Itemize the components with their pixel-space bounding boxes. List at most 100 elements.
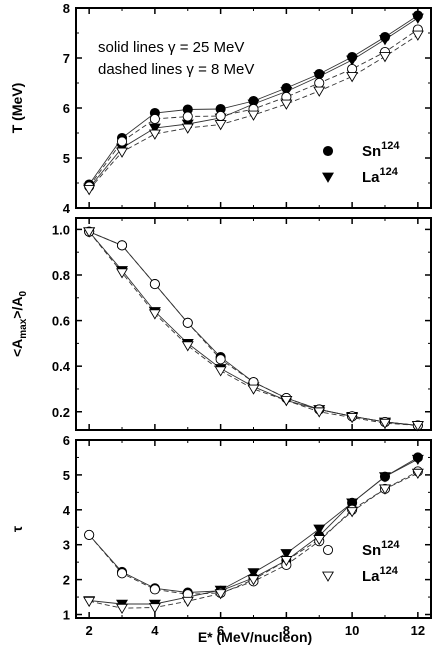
data-point (116, 136, 128, 147)
data-point (149, 584, 160, 595)
y-tick-label: 5 (63, 151, 70, 166)
data-point (148, 123, 161, 134)
x-tick-label: 8 (283, 623, 290, 638)
data-point (280, 396, 293, 407)
data-point (181, 596, 194, 608)
legend-name: La (362, 169, 380, 186)
annotation-text: dashed lines γ = 8 MeV (98, 61, 254, 78)
data-point (313, 524, 326, 535)
data-point (116, 603, 129, 615)
data-point (182, 111, 193, 122)
data-point (411, 454, 424, 466)
data-point (148, 603, 161, 614)
y-tick-label: 0.2 (52, 405, 70, 420)
x-tick-label: 2 (86, 623, 93, 638)
data-point (346, 507, 359, 518)
data-point (148, 129, 161, 140)
data-point (378, 35, 391, 46)
legend-superscript: 124 (380, 166, 399, 178)
x-tick-label: 6 (217, 623, 224, 638)
data-point (313, 407, 326, 418)
legend-label: Sn124 (362, 140, 400, 160)
data-point (214, 120, 227, 131)
data-point (411, 13, 424, 24)
y-tick-label: 4 (63, 201, 71, 216)
data-point (149, 113, 160, 125)
data-point (181, 341, 194, 352)
y-tick-label: 1 (63, 608, 70, 623)
x-axis-label: E* (MeV/nucleon) (198, 629, 312, 645)
y-tick-label: 0.8 (52, 268, 70, 283)
data-point (346, 55, 359, 66)
y-tick-label: 7 (63, 51, 70, 66)
annotation-text: solid lines γ = 25 MeV (98, 39, 244, 56)
x-tick-label: 4 (151, 623, 159, 638)
y-tick-label: 4 (63, 503, 71, 518)
panel-temperature: 4 5 6 7 8 T (MeV) solid lines γ = 25 MeV dashed… (9, 1, 432, 216)
series-line (88, 231, 418, 426)
y-tick-label: 3 (63, 538, 70, 553)
data-point (378, 484, 391, 495)
data-point (116, 240, 128, 251)
y-tick-label: 2 (63, 573, 70, 588)
legend-marker (322, 571, 334, 582)
data-point (247, 575, 260, 586)
data-point (214, 589, 227, 600)
data-point (378, 472, 391, 483)
data-point (247, 568, 260, 579)
data-point (83, 596, 96, 608)
data-point (411, 468, 424, 479)
y-tick-label: 1.0 (52, 222, 70, 237)
data-point (116, 147, 129, 158)
data-point (313, 72, 326, 83)
plot-frame (75, 439, 432, 619)
data-point (313, 86, 326, 97)
legend-name: Sn (362, 542, 381, 559)
y-tick-label: 5 (63, 468, 70, 483)
data-point (346, 498, 359, 509)
y-label-subscript: max (18, 318, 29, 338)
legend-superscript: 124 (381, 539, 400, 551)
series-line (88, 231, 418, 426)
series-line (88, 231, 418, 426)
legend-label: La124 (362, 565, 399, 585)
data-point (378, 52, 391, 63)
data-point (116, 568, 128, 579)
legend-superscript: 124 (381, 140, 400, 152)
y-label-part: >/A (9, 297, 25, 319)
y-axis-label: τ (9, 525, 25, 532)
data-point (411, 30, 424, 41)
data-point (214, 366, 227, 377)
legend-label: La124 (362, 166, 399, 186)
legend-label: Sn124 (362, 539, 400, 559)
data-point (280, 99, 293, 110)
data-point (116, 268, 129, 279)
legend-name: La (362, 568, 380, 585)
data-point (280, 549, 293, 560)
data-point (346, 413, 359, 424)
legend-marker (322, 544, 334, 556)
y-axis-label: T (MeV) (9, 83, 25, 134)
data-point (314, 77, 325, 89)
y-tick-label: 8 (63, 1, 70, 16)
data-point (378, 418, 391, 429)
y-tick-label: 0.4 (52, 359, 71, 374)
data-point (280, 556, 293, 567)
plot-frame (75, 217, 432, 431)
series-line (88, 231, 418, 426)
data-point (346, 72, 359, 83)
data-point (247, 110, 260, 121)
data-point (149, 279, 160, 290)
data-point (313, 535, 326, 546)
y-label-part: <A (9, 339, 25, 357)
y-label-subscript: 0 (18, 291, 29, 297)
x-tick-label: 12 (411, 623, 425, 638)
data-point (215, 110, 226, 122)
legend-marker (322, 145, 334, 157)
y-tick-label: 6 (63, 433, 70, 448)
legend-name: Sn (362, 143, 381, 160)
data-point (84, 529, 95, 540)
data-point (83, 185, 96, 196)
data-point (148, 309, 161, 320)
